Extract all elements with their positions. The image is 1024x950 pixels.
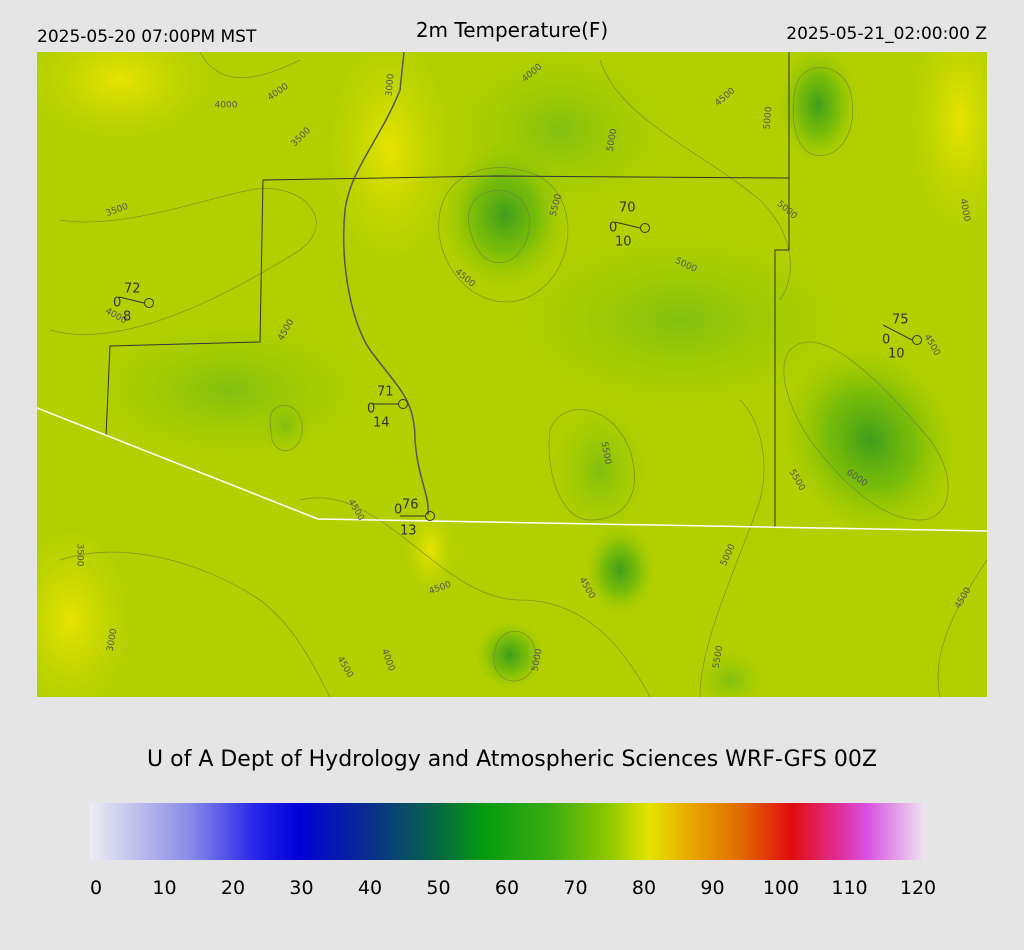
station-value: 8 <box>123 310 131 325</box>
map: 4000 4000 4000 4000 4000 4000 3500 3500 … <box>37 52 987 697</box>
contour-label: 5000 <box>606 128 620 153</box>
contour-label: 4000 <box>215 101 238 111</box>
station-temp: 71 <box>377 385 394 400</box>
contour-label: 5500 <box>712 645 726 670</box>
station-temp: 76 <box>402 498 419 513</box>
map-title: 2m Temperature(F) <box>416 18 608 42</box>
colorbar-tick-label: 0 <box>90 877 102 899</box>
colorbar-tick-label: 40 <box>358 877 382 899</box>
colorbar <box>90 803 925 860</box>
station-value: 0 <box>113 296 121 311</box>
station-temp: 72 <box>124 282 141 297</box>
contour-label: 3000 <box>385 73 397 97</box>
colorbar-tick-label: 80 <box>632 877 656 899</box>
station-value: 0 <box>882 333 890 348</box>
contour-label: 5500 <box>599 441 613 466</box>
station-value: 13 <box>400 524 417 539</box>
colorbar-tick-label: 20 <box>221 877 245 899</box>
station-value: 10 <box>615 235 632 250</box>
colorbar-tick-label: 110 <box>831 877 867 899</box>
station-plots: 72 0 8 70 0 10 75 0 10 71 0 14 76 0 13 <box>113 201 909 539</box>
station-temp: 70 <box>619 201 636 216</box>
colorbar-tick-label: 60 <box>495 877 519 899</box>
station-temp: 75 <box>892 313 909 328</box>
station-value: 14 <box>373 416 390 431</box>
colorbar-tick-label: 30 <box>289 877 313 899</box>
colorbar-tick-label: 70 <box>563 877 587 899</box>
contour-label: 5000 <box>531 648 545 673</box>
contour-label: 3500 <box>75 544 85 567</box>
contour-label: 4000 <box>958 198 972 223</box>
contour-label: 3000 <box>106 628 120 653</box>
station-glyphs <box>118 221 922 521</box>
valid-time-local: 2025-05-20 07:00PM MST <box>37 27 257 47</box>
colorbar-tick-label: 100 <box>763 877 799 899</box>
station-value: 0 <box>609 221 617 236</box>
footer-credit: U of A Dept of Hydrology and Atmospheric… <box>147 747 877 772</box>
colorbar-tick-label: 50 <box>426 877 450 899</box>
colorbar-tick-label: 10 <box>152 877 176 899</box>
contour-label: 5000 <box>763 106 775 130</box>
station-value: 0 <box>394 503 402 518</box>
colorbar-ticks: 0 10 20 30 40 50 60 70 80 90 100 110 120 <box>90 877 936 899</box>
colorbar-tick-label: 90 <box>700 877 724 899</box>
valid-time-utc: 2025-05-21_02:00:00 Z <box>786 24 987 44</box>
colorbar-tick-label: 120 <box>900 877 936 899</box>
station-value: 0 <box>367 402 375 417</box>
station-value: 10 <box>888 347 905 362</box>
